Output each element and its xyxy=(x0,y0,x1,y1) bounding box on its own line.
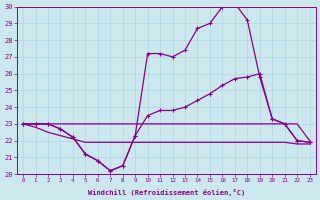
X-axis label: Windchill (Refroidissement éolien,°C): Windchill (Refroidissement éolien,°C) xyxy=(88,189,245,196)
